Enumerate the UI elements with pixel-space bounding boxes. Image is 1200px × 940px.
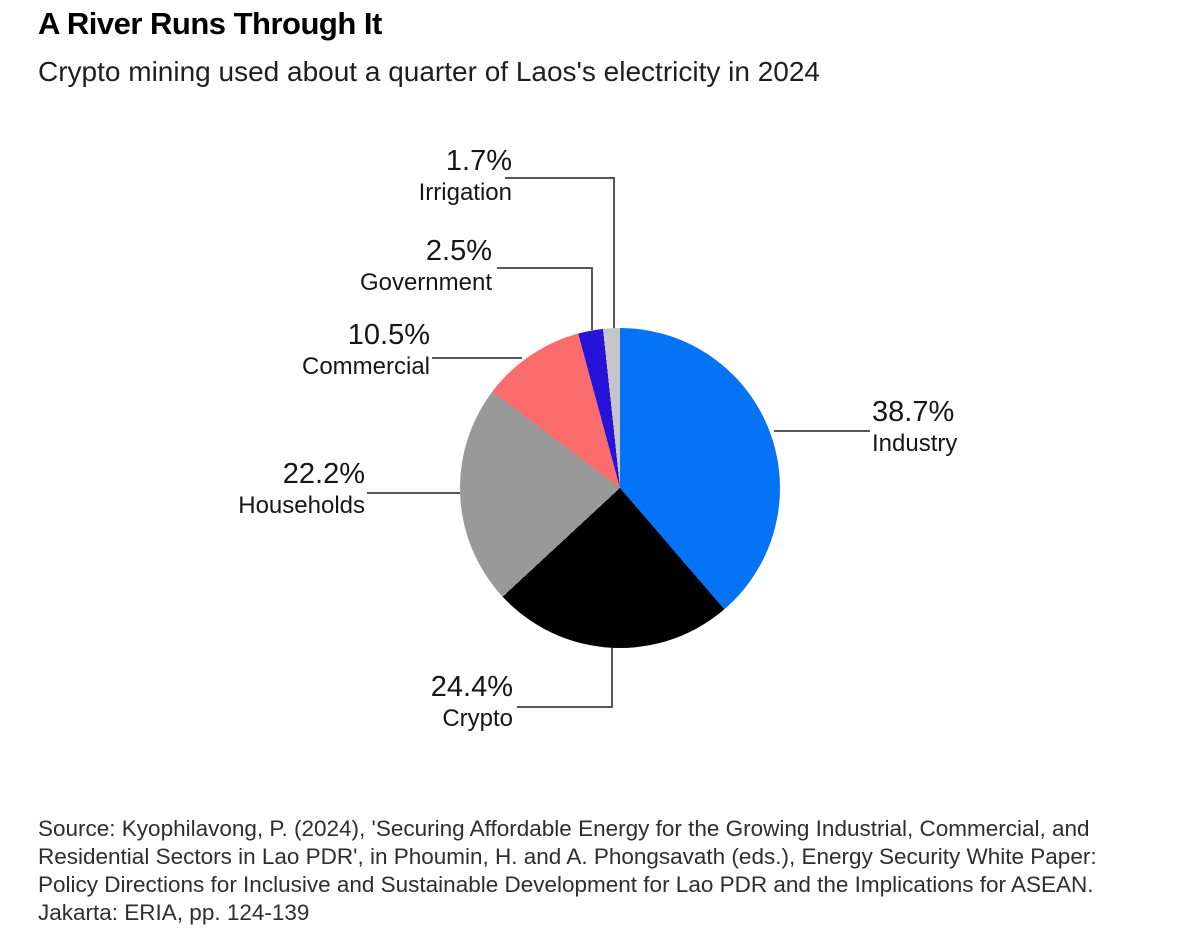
slice-label-crypto: Crypto: [442, 705, 513, 732]
leader-line-commercial: [432, 357, 522, 359]
slice-callout-households: 22.2% Households: [238, 458, 365, 520]
page-subtitle: Crypto mining used about a quarter of La…: [38, 56, 821, 87]
page-title: A River Runs Through It: [38, 6, 382, 41]
slice-value-government: 2.5%: [425, 235, 492, 267]
slice-label-commercial: Commercial: [301, 353, 430, 380]
slice-callout-government: 2.5% Government: [360, 235, 492, 297]
slice-callout-commercial: 10.5% Commercial: [302, 319, 430, 381]
leader-line-households: [367, 492, 460, 494]
source-note: Source: Kyophilavong, P. (2024), 'Securi…: [38, 815, 1097, 927]
leader-line-government-horizontal: [497, 267, 593, 269]
slice-value-irrigation: 1.7%: [445, 145, 512, 177]
slice-value-industry: 38.7%: [872, 396, 955, 428]
slice-value-crypto: 24.4%: [430, 671, 513, 703]
pie-chart: [460, 328, 780, 648]
slice-label-irrigation: Irrigation: [418, 179, 512, 206]
slice-label-government: Government: [359, 269, 492, 296]
leader-line-industry: [774, 430, 870, 432]
leader-line-irrigation-horizontal: [505, 177, 615, 179]
leader-line-crypto-vertical: [611, 648, 613, 708]
slice-label-industry: Industry: [872, 430, 958, 457]
slice-callout-crypto: 24.4% Crypto: [431, 671, 513, 733]
leader-line-irrigation-vertical: [613, 177, 615, 329]
leader-line-government-vertical: [591, 267, 593, 330]
source-line: Residential Sectors in Lao PDR', in Phou…: [38, 844, 1097, 869]
leader-line-crypto-horizontal: [517, 706, 613, 708]
source-line: Jakarta: ERIA, pp. 124-139: [38, 900, 310, 925]
slice-callout-irrigation: 1.7% Irrigation: [419, 145, 512, 207]
slice-label-households: Households: [238, 492, 365, 519]
source-line: Policy Directions for Inclusive and Sust…: [38, 872, 1094, 897]
slice-callout-industry: 38.7% Industry: [872, 396, 957, 458]
source-line: Source: Kyophilavong, P. (2024), 'Securi…: [38, 816, 1090, 841]
slice-value-commercial: 10.5%: [347, 319, 430, 351]
slice-value-households: 22.2%: [282, 458, 365, 490]
